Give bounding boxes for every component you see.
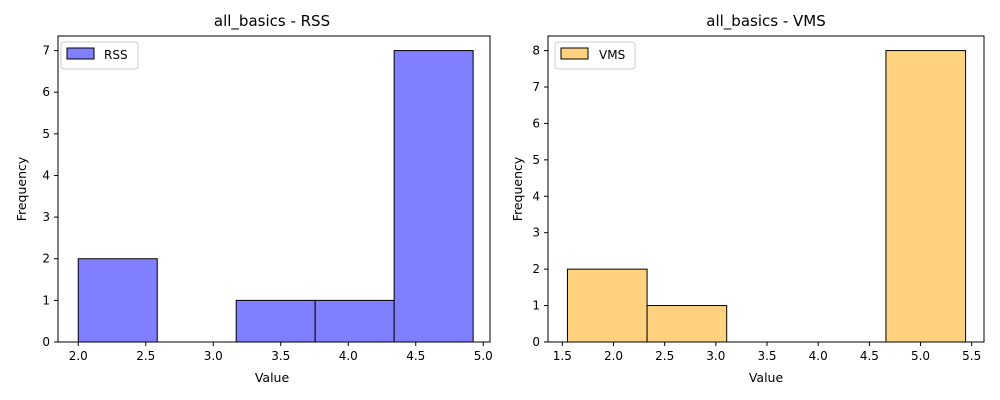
y-tick-label: 5 [42, 127, 50, 141]
y-tick-label: 2 [42, 252, 50, 266]
ticks: 2.0 2.5 3.0 3.5 4.0 4.5 5.0 0 1 2 3 4 5 6 7 [42, 44, 492, 363]
y-tick-label: 0 [42, 335, 50, 349]
histogram-bar-3 [314, 299, 395, 343]
y-tick-label: 6 [532, 116, 540, 130]
x-tick-label: 4.5 [406, 349, 425, 363]
y-tick-label: 4 [42, 168, 50, 182]
x-tick-label: 2.5 [136, 349, 155, 363]
legend-label: RSS [104, 48, 128, 62]
y-tick-label: 3 [532, 226, 540, 240]
legend-swatch [66, 47, 95, 60]
x-tick-label: 3.5 [271, 349, 290, 363]
x-tick-label: 4.5 [860, 349, 879, 363]
y-axis-label: Frequency [510, 156, 525, 221]
y-tick-label: 1 [532, 299, 540, 313]
histogram-bar-0 [566, 268, 648, 343]
histogram-bar-4 [393, 50, 474, 343]
bars [566, 50, 967, 343]
y-tick-label: 4 [532, 189, 540, 203]
x-tick-label: 1.5 [553, 349, 572, 363]
plot-frame [57, 35, 491, 343]
y-tick-label: 6 [42, 85, 50, 99]
y-tick-label: 3 [42, 210, 50, 224]
x-tick-label: 2.5 [655, 349, 674, 363]
y-tick-label: 1 [42, 293, 50, 307]
x-tick-label: 2.0 [604, 349, 623, 363]
y-tick-label: 2 [532, 262, 540, 276]
x-tick-label: 2.0 [69, 349, 88, 363]
x-tick-label: 4.0 [339, 349, 358, 363]
x-tick-label: 4.0 [809, 349, 828, 363]
y-tick-label: 5 [532, 153, 540, 167]
x-tick-label: 3.0 [706, 349, 725, 363]
chart-title: all_basics - VMS [706, 12, 825, 31]
legend-label: VMS [599, 48, 625, 62]
x-tick-label: 3.5 [757, 349, 776, 363]
x-tick-label: 5.0 [474, 349, 493, 363]
histogram-bar-4 [885, 50, 967, 343]
x-axis-label: Value [749, 370, 784, 385]
x-tick-label: 3.0 [204, 349, 223, 363]
legend: RSS [60, 41, 139, 70]
rss-histogram-chart: all_basics - RSS Value Frequency 2.0 2.5 3… [14, 12, 493, 385]
histogram-bar-1 [646, 305, 728, 343]
y-tick-label: 0 [532, 335, 540, 349]
vms-histogram-chart: all_basics - VMS Value Frequency 1.5 2.0 2… [510, 12, 985, 385]
legend: VMS [554, 41, 636, 70]
x-tick-label: 5.0 [911, 349, 930, 363]
x-axis-label: Value [255, 370, 290, 385]
ticks: 1.5 2.0 2.5 3.0 3.5 4.0 4.5 5.0 5.5 0 1 2 3 4 5 6 7 8 [532, 44, 981, 363]
y-tick-label: 7 [532, 80, 540, 94]
x-tick-label: 5.5 [962, 349, 981, 363]
histogram-bar-0 [77, 258, 158, 343]
legend-swatch [560, 47, 589, 60]
histogram-bar-2 [235, 299, 316, 343]
chart-title: all_basics - RSS [214, 12, 330, 31]
y-axis-label: Frequency [14, 156, 29, 221]
bars [77, 50, 474, 343]
y-tick-label: 8 [532, 44, 540, 58]
plot-frame [547, 35, 985, 343]
y-tick-label: 7 [42, 44, 50, 58]
